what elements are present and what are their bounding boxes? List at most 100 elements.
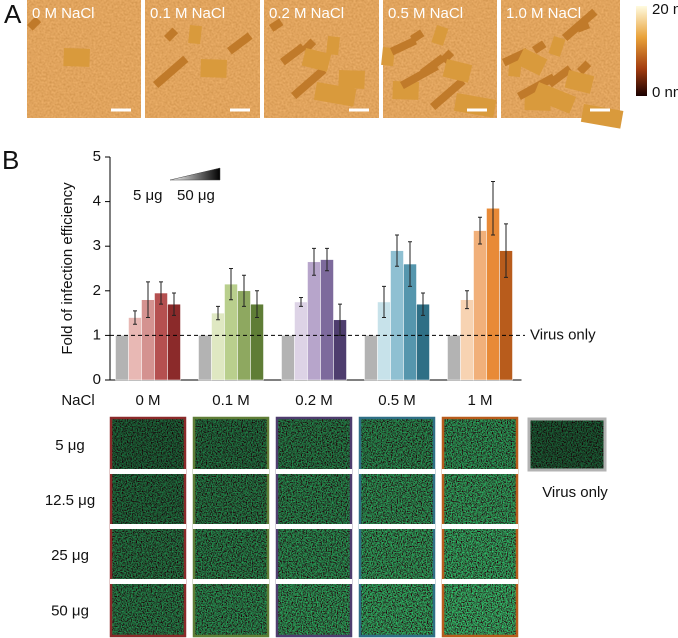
image-label: 0.5 M NaCl <box>388 5 463 22</box>
fluorescence-image <box>360 583 434 636</box>
dim <box>443 418 517 470</box>
dim <box>194 473 268 525</box>
bar <box>294 301 308 381</box>
y-tick-label: 2 <box>93 282 101 299</box>
separator <box>276 469 352 474</box>
reference-label: Virus only <box>530 326 596 343</box>
separator <box>442 579 518 584</box>
error-bar <box>504 223 508 278</box>
image-label: 0 M NaCl <box>32 5 95 22</box>
origami-sheet <box>63 48 90 67</box>
error-bar <box>491 181 495 236</box>
x-tick-label: 1 M <box>467 392 492 409</box>
image-label: Virus only <box>542 484 608 501</box>
fluorescence-image <box>277 528 351 580</box>
origami-sheet <box>280 43 306 66</box>
row-label: 25 μg <box>51 547 89 564</box>
fluorescence-image <box>194 418 268 470</box>
dim <box>277 473 351 525</box>
error-bar <box>133 310 137 325</box>
origami-sheet <box>302 38 317 53</box>
dim <box>529 419 605 470</box>
error-bar <box>242 274 246 307</box>
error-bar <box>229 268 233 301</box>
separator <box>193 469 269 474</box>
origami-sheet <box>564 70 595 94</box>
y-tick-label: 0 <box>93 371 101 388</box>
dim <box>360 418 434 470</box>
origami-sheet <box>291 66 327 100</box>
fluorescence-image <box>194 473 268 525</box>
dim <box>194 418 268 470</box>
row-label: 5 μg <box>55 437 85 454</box>
image-border <box>527 417 607 472</box>
error-bar <box>478 216 482 245</box>
error-bar <box>299 296 303 307</box>
fluorescence-image <box>111 418 185 470</box>
dim <box>111 473 185 525</box>
fluorescence-image <box>360 473 434 525</box>
origami-sheet <box>577 60 592 75</box>
origami-sheet <box>430 77 466 111</box>
origami-sheet <box>153 55 189 89</box>
origami-sheet <box>576 20 591 33</box>
origami-sheet <box>164 27 179 42</box>
origami-sheet <box>431 25 449 46</box>
fluorescence-image <box>277 418 351 470</box>
bar <box>473 230 487 381</box>
y-tick-label: 1 <box>93 326 101 343</box>
fluorescence-image <box>443 583 517 636</box>
origami-sheet <box>442 59 473 83</box>
bar <box>115 335 129 381</box>
bar <box>390 250 404 381</box>
error-bar <box>382 285 386 319</box>
fluorescence-image <box>194 583 268 636</box>
dim <box>277 418 351 470</box>
fluorescence-image <box>111 583 185 636</box>
panel-label: A <box>4 0 22 29</box>
origami-sheet <box>531 40 547 54</box>
separator <box>110 524 186 529</box>
origami-sheet <box>269 18 284 32</box>
separator <box>442 469 518 474</box>
fluorescence-image <box>111 528 185 580</box>
error-bar <box>159 281 163 305</box>
row-label: 50 μg <box>51 602 89 619</box>
error-bar <box>216 305 220 321</box>
error-bar <box>312 247 316 276</box>
fluorescence-image <box>277 583 351 636</box>
x-axis-title: NaCl <box>61 392 94 409</box>
error-bar <box>421 292 425 316</box>
bar <box>198 335 212 381</box>
fluorescence-image <box>443 473 517 525</box>
dim <box>277 528 351 580</box>
fluorescence-image <box>111 473 185 525</box>
origami-sheet <box>392 81 419 100</box>
bar <box>281 335 295 381</box>
fluorescence-image <box>277 473 351 525</box>
bar <box>211 312 225 381</box>
fluorescence-image <box>194 528 268 580</box>
origami-sheet <box>326 36 340 56</box>
colorbar-max: 20 nm <box>652 1 678 18</box>
bar <box>447 335 461 381</box>
bar <box>128 317 142 381</box>
error-bar <box>395 234 399 267</box>
separator <box>110 579 186 584</box>
origami-sheet <box>227 32 253 55</box>
dim <box>194 528 268 580</box>
bar <box>460 299 474 381</box>
fluorescence-image <box>360 528 434 580</box>
origami-sheet <box>390 37 417 56</box>
dim <box>360 528 434 580</box>
separator <box>193 524 269 529</box>
panel-label: B <box>2 145 19 175</box>
x-tick-label: 0.1 M <box>212 392 250 409</box>
origami-sheet <box>338 70 365 89</box>
origami-sheet <box>548 36 566 57</box>
dim <box>443 473 517 525</box>
error-bar <box>465 290 469 310</box>
origami-sheet <box>532 81 577 114</box>
error-bar <box>172 292 176 316</box>
